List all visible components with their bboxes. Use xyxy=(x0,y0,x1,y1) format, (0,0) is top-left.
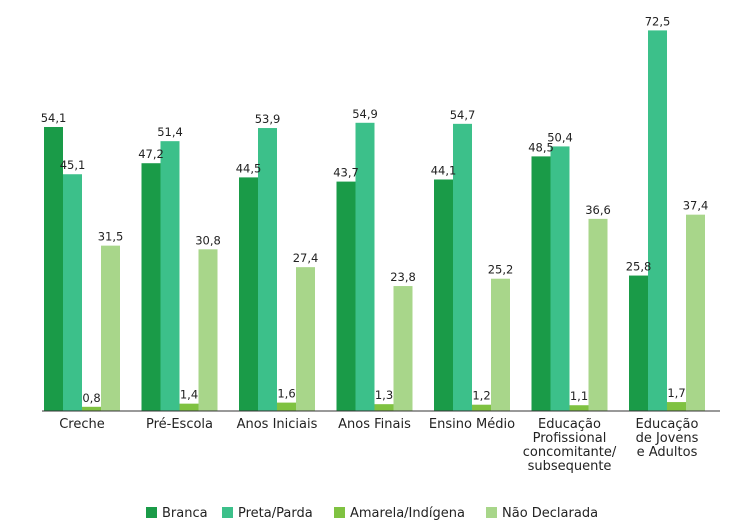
value-label: 54,1 xyxy=(41,111,67,125)
value-label: 1,2 xyxy=(472,389,490,403)
bar-7-series-4 xyxy=(686,214,705,411)
value-label: 1,4 xyxy=(180,388,198,402)
value-label: 37,4 xyxy=(683,199,709,213)
value-label: 43,7 xyxy=(333,166,359,180)
category-label: Educação xyxy=(636,417,699,432)
legend-label: Branca xyxy=(162,506,208,521)
value-label: 25,8 xyxy=(626,260,652,274)
value-label: 1,1 xyxy=(570,389,588,403)
value-label: 25,2 xyxy=(488,263,514,277)
category-label: concomitante/ xyxy=(523,445,617,460)
value-label: 1,7 xyxy=(667,386,685,400)
category-label: Pré-Escola xyxy=(146,417,213,432)
value-label: 27,4 xyxy=(293,251,319,265)
category-label: Educação xyxy=(538,417,601,432)
bar-5-series-1 xyxy=(434,179,453,411)
bar-6-series-1 xyxy=(531,156,551,411)
value-label: 53,9 xyxy=(255,112,281,126)
category-labels-layer: Creche Pré-Escola Anos Iniciais Anos Finais… xyxy=(59,417,698,474)
bar-6-series-2 xyxy=(550,146,570,412)
legend-label: Amarela/Indígena xyxy=(350,506,465,521)
legend-swatch xyxy=(486,507,497,518)
value-label: 30,8 xyxy=(195,233,221,247)
value-label: 48,5 xyxy=(528,140,554,154)
bar-1-series-4 xyxy=(101,245,120,411)
category-label: e Adultos xyxy=(637,445,698,460)
bars-layer xyxy=(44,30,705,412)
value-label: 1,6 xyxy=(277,387,295,401)
value-label: 44,1 xyxy=(431,163,457,177)
value-label: 0,8 xyxy=(82,391,100,405)
value-label: 36,6 xyxy=(585,203,611,217)
value-label: 54,9 xyxy=(352,107,378,121)
bar-5-series-2 xyxy=(453,123,472,411)
category-label: Profissional xyxy=(533,431,607,446)
bar-1-series-2 xyxy=(63,174,82,411)
value-label: 54,7 xyxy=(450,108,476,122)
bar-3-series-3 xyxy=(277,402,296,411)
bar-6-series-3 xyxy=(569,405,589,411)
bar-2-series-4 xyxy=(198,249,218,411)
bar-4-series-2 xyxy=(355,122,375,411)
bar-3-series-1 xyxy=(239,177,258,411)
bar-7-series-3 xyxy=(667,402,686,411)
bar-7-series-2 xyxy=(648,30,667,412)
value-label: 31,5 xyxy=(98,230,124,244)
legend-swatch xyxy=(222,507,233,518)
bar-5-series-3 xyxy=(472,404,491,411)
category-label: Anos Finais xyxy=(338,417,411,432)
bar-4-series-1 xyxy=(336,181,356,411)
bar-3-series-2 xyxy=(258,128,277,411)
bar-4-series-4 xyxy=(393,286,413,411)
bar-1-series-1 xyxy=(44,126,63,411)
legend-swatch xyxy=(334,507,345,518)
category-label: subsequente xyxy=(528,459,612,474)
value-label: 45,1 xyxy=(60,158,86,172)
bar-6-series-4 xyxy=(588,218,608,411)
value-label: 47,2 xyxy=(138,147,164,161)
legend: Branca Preta/Parda Amarela/Indígena Não Dec… xyxy=(146,506,598,521)
bar-1-series-3 xyxy=(82,406,101,411)
category-label: de Jovens xyxy=(636,431,699,446)
legend-swatch xyxy=(146,507,157,518)
value-label: 51,4 xyxy=(157,125,183,139)
legend-label: Preta/Parda xyxy=(238,506,313,521)
bar-2-series-2 xyxy=(160,141,180,411)
bar-4-series-3 xyxy=(374,404,394,411)
category-label: Ensino Médio xyxy=(429,417,515,432)
legend-label: Não Declarada xyxy=(502,506,598,521)
bar-2-series-1 xyxy=(141,163,161,411)
value-labels-layer: 54,1 45,1 0,8 31,5 47,2 51,4 1,4 30,8 44,5 53,9 1,… xyxy=(41,14,709,404)
value-label: 50,4 xyxy=(547,130,573,144)
value-label: 44,5 xyxy=(236,161,262,175)
value-label: 23,8 xyxy=(390,270,416,284)
bar-3-series-4 xyxy=(296,267,315,411)
bar-2-series-3 xyxy=(179,403,199,411)
bar-5-series-4 xyxy=(491,278,510,411)
category-label: Creche xyxy=(59,417,105,432)
bar-7-series-1 xyxy=(629,275,648,411)
category-label: Anos Iniciais xyxy=(237,417,318,432)
value-label: 1,3 xyxy=(375,388,393,402)
value-label: 72,5 xyxy=(645,14,671,28)
